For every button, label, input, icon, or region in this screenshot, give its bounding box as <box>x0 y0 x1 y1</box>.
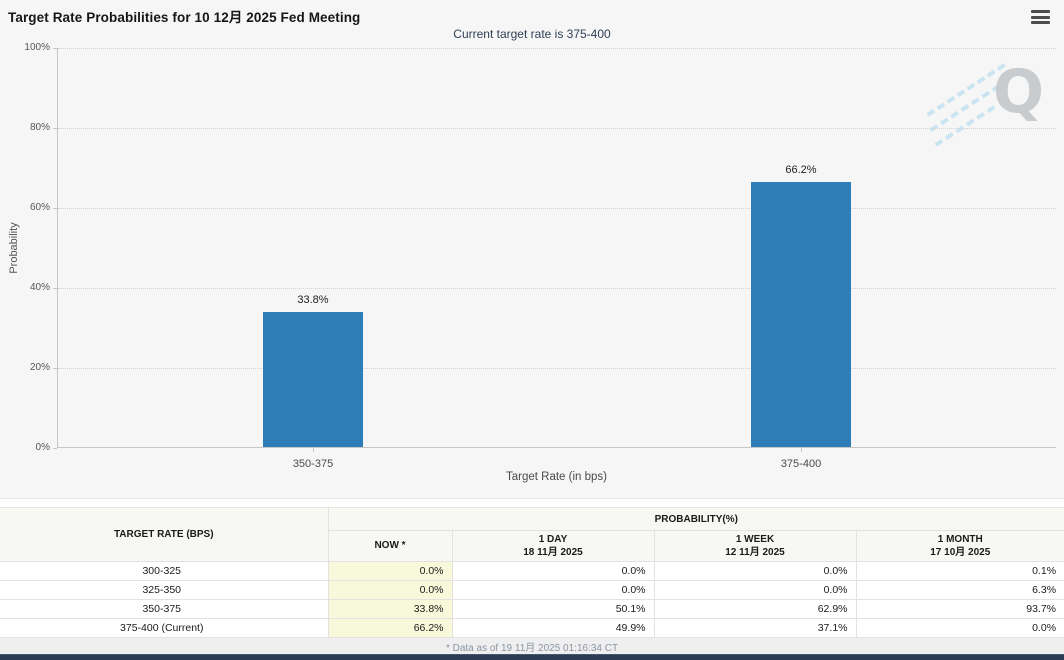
day-value-cell: 0.0% <box>451 561 655 581</box>
watermark-stripe-icon <box>926 63 1006 117</box>
col-header-target-rate: TARGET RATE (BPS) <box>0 507 329 562</box>
month-value-cell: 0.1% <box>855 561 1064 581</box>
menu-bar <box>1031 15 1050 19</box>
y-gridline <box>58 48 1056 49</box>
col-header-1-day: 1 DAY 18 11月 2025 <box>451 530 655 562</box>
now-value-cell: 0.0% <box>327 561 453 581</box>
week-value-cell: 0.0% <box>653 580 857 600</box>
month-value-cell: 6.3% <box>855 580 1064 600</box>
rate-cell: 350-375 <box>0 599 329 619</box>
y-tick-label: 80% <box>29 122 50 133</box>
plot-area: Q 33.8% 350-375 66.2% 375-400 <box>57 48 1056 470</box>
chart-subtitle: Current target rate is 375-400 <box>453 27 611 41</box>
watermark-q-icon: Q <box>992 57 1044 127</box>
bar-group-350-375: 33.8% 350-375 <box>263 48 363 470</box>
month-value-cell: 93.7% <box>855 599 1064 619</box>
y-tick-mark <box>53 448 57 449</box>
week-value-cell: 0.0% <box>653 561 857 581</box>
y-gridline <box>58 208 1056 209</box>
day-value-cell: 50.1% <box>451 599 655 619</box>
day-value-cell: 49.9% <box>451 618 655 638</box>
month-value-cell: 0.0% <box>855 618 1064 638</box>
probability-table: TARGET RATE (BPS) PROBABILITY(%) NOW * 1 … <box>0 507 1064 656</box>
col-header-now: NOW * <box>328 530 453 562</box>
y-tick-mark <box>53 208 57 209</box>
y-tick-label: 0% <box>35 442 50 453</box>
col-header-1-week: 1 WEEK 12 11月 2025 <box>653 530 857 562</box>
probability-bar-375-400[interactable] <box>751 182 851 447</box>
y-tick-label: 100% <box>24 42 50 53</box>
hamburger-menu-icon[interactable] <box>1031 10 1050 27</box>
data-as-of-footnote: * Data as of 19 11月 2025 01:16:34 CT <box>0 637 1064 656</box>
x-tick-mark <box>313 448 314 452</box>
page-title: Target Rate Probabilities for 10 12月 202… <box>8 10 361 25</box>
y-tick-label: 60% <box>29 202 50 213</box>
x-category-label: 350-375 <box>292 458 334 470</box>
menu-bar <box>1031 21 1050 24</box>
watermark-stripe-icon <box>934 105 996 147</box>
y-axis-label: Probability <box>8 222 20 274</box>
table-footer-row: * Data as of 19 11月 2025 01:16:34 CT <box>0 637 1064 656</box>
y-tick-label: 40% <box>29 282 50 293</box>
now-value-cell: 0.0% <box>327 580 453 600</box>
bottom-bar <box>0 654 1064 660</box>
now-value-cell: 66.2% <box>327 618 453 638</box>
y-tick-mark <box>53 368 57 369</box>
bar-group-375-400: 66.2% 375-400 <box>751 48 851 470</box>
week-value-cell: 37.1% <box>653 618 857 638</box>
x-axis-title: Target Rate (in bps) <box>506 471 607 483</box>
day-value-cell: 0.0% <box>451 580 655 600</box>
bar-value-label: 33.8% <box>297 293 329 306</box>
table-row-375-400: 375-400 (Current) 66.2% 49.9% 37.1% 0.0% <box>0 618 1064 638</box>
chart-card: Target Rate Probabilities for 10 12月 202… <box>0 10 1064 499</box>
y-tick-mark <box>53 288 57 289</box>
rate-cell: 325-350 <box>0 580 329 600</box>
rate-cell: 375-400 (Current) <box>0 618 329 638</box>
y-tick-label: 20% <box>29 362 50 373</box>
probability-bar-350-375[interactable] <box>263 311 363 447</box>
table-row-300-325: 300-325 0.0% 0.0% 0.0% 0.1% <box>0 561 1064 581</box>
x-tick-mark <box>801 448 802 452</box>
col-header-1-month: 1 MONTH 17 10月 2025 <box>855 530 1064 562</box>
table-subheader-row: NOW * 1 DAY 18 11月 2025 1 WEEK 12 11月 2025 1 … <box>0 530 1064 562</box>
rate-cell: 300-325 <box>0 561 329 581</box>
table-header-row-group: TARGET RATE (BPS) PROBABILITY(%) <box>0 507 1064 562</box>
y-tick-mark <box>53 48 57 49</box>
y-gridline <box>58 368 1056 369</box>
y-gridline <box>58 288 1056 289</box>
y-gridline <box>58 128 1056 129</box>
menu-bar <box>1031 10 1050 13</box>
bar-value-label: 66.2% <box>785 164 817 177</box>
watermark-stripe-icon <box>929 83 1001 133</box>
now-value-cell: 33.8% <box>327 599 453 619</box>
week-value-cell: 62.9% <box>653 599 857 619</box>
table-row-325-350: 325-350 0.0% 0.0% 0.0% 6.3% <box>0 580 1064 600</box>
x-category-label: 375-400 <box>780 458 822 470</box>
table-row-350-375: 350-375 33.8% 50.1% 62.9% 93.7% <box>0 599 1064 619</box>
y-tick-mark <box>53 128 57 129</box>
col-header-probability: PROBABILITY(%) <box>327 507 1064 531</box>
